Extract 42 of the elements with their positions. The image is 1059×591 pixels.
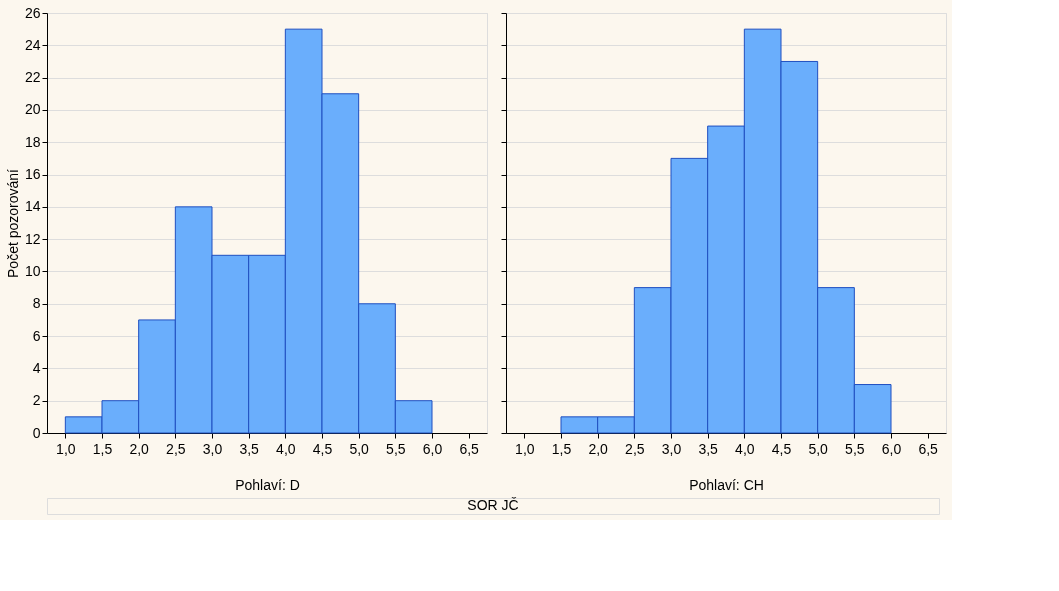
y-tick-label: 16 (24, 166, 41, 183)
x-tick-label: 2,5 (625, 440, 645, 457)
x-tick-label: 3,5 (239, 440, 260, 457)
x-tick-label: 3,0 (661, 440, 682, 457)
x-tick-label: 5,5 (386, 440, 406, 457)
x-tick-label: 4,0 (735, 440, 755, 457)
y-tick-label: 6 (32, 327, 41, 344)
x-tick-label: 6,5 (918, 440, 939, 457)
y-tick-label: 8 (32, 295, 41, 312)
y-tick-label: 4 (32, 359, 41, 376)
x-axis-title: Pohlaví: D (235, 476, 300, 493)
x-tick-label: 6,0 (881, 440, 902, 457)
y-axis-title: Počet pozorování (4, 168, 21, 278)
x-tick-label: 1,0 (515, 440, 535, 457)
x-tick-label: 2,5 (166, 440, 186, 457)
x-tick-label: 5,5 (845, 440, 865, 457)
x-tick-label: 2,0 (129, 440, 150, 457)
y-tick-label: 20 (24, 101, 41, 118)
x-tick-label: 6,5 (459, 440, 480, 457)
x-tick-label: 4,5 (312, 440, 333, 457)
y-tick-label: 14 (24, 198, 41, 215)
x-tick-label: 1,0 (56, 440, 76, 457)
y-tick-label: 22 (24, 69, 41, 86)
x-tick-label: 1,5 (92, 440, 113, 457)
text: SOR JČ (467, 497, 519, 513)
y-tick-label: 12 (24, 230, 41, 247)
x-tick-label: 3,5 (698, 440, 719, 457)
x-axis-title: Pohlaví: CH (689, 476, 764, 493)
x-tick-label: 3,0 (202, 440, 223, 457)
x-tick-label: 5,0 (349, 440, 370, 457)
y-tick-label: 10 (24, 262, 41, 279)
x-tick-label: 2,0 (588, 440, 609, 457)
x-tick-label: 4,5 (771, 440, 792, 457)
y-tick-label: 18 (24, 133, 41, 150)
y-tick-label: 26 (24, 4, 41, 21)
x-tick-label: 1,5 (551, 440, 572, 457)
x-tick-label: 5,0 (808, 440, 829, 457)
x-tick-label: 6,0 (422, 440, 443, 457)
y-tick-label: 2 (32, 392, 41, 409)
x-tick-label: 4,0 (276, 440, 296, 457)
y-tick-label: 24 (24, 36, 41, 53)
y-tick-label: 0 (32, 424, 41, 441)
